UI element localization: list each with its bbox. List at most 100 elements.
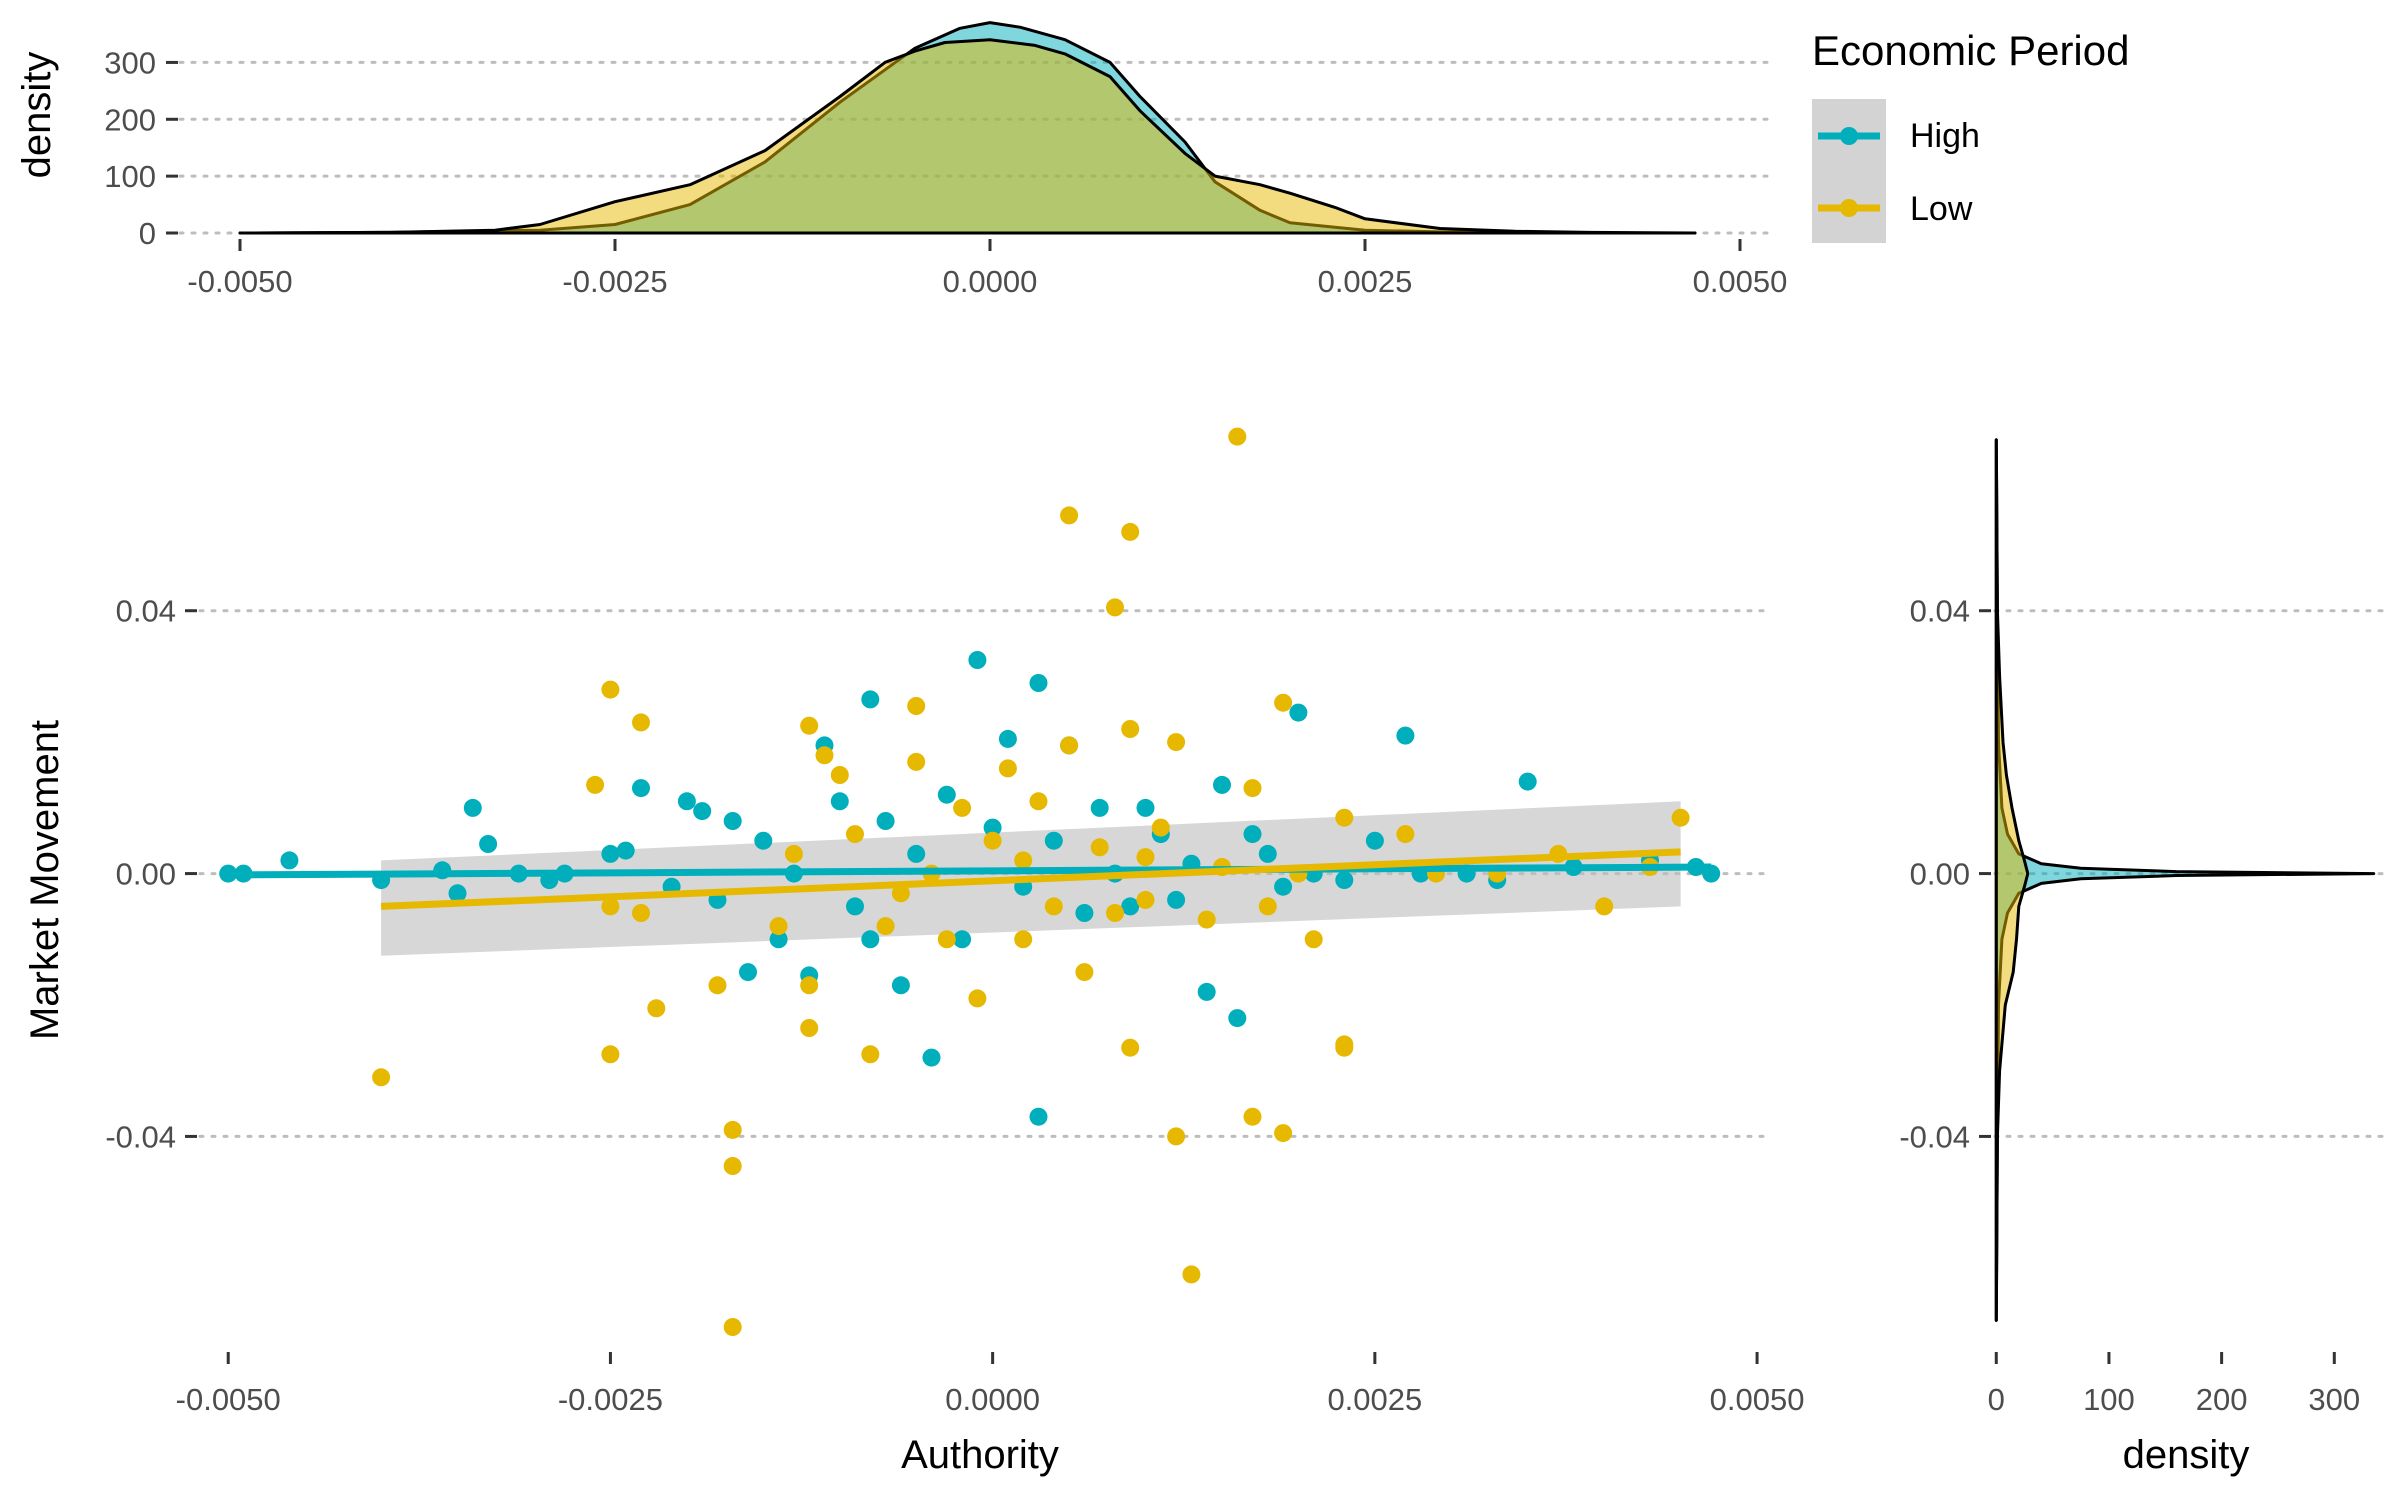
legend-key-dot-high [1840,127,1858,145]
scatter-point-low [1595,897,1614,916]
legend-label-low: Low [1910,190,1973,228]
top-y-tick-label: 0 [139,216,156,251]
scatter-point-low [708,976,727,995]
scatter-point-low [632,713,650,732]
scatter-point-high [891,976,910,995]
scatter-point-low [953,798,972,817]
scatter-point-low [1136,848,1155,867]
right-density-low [1994,438,2030,1322]
scatter-point-low [800,716,819,735]
scatter-point-high [1228,1009,1247,1028]
main-x-tick-label: 0.0000 [945,1382,1040,1417]
right-y-tick-label: -0.04 [1899,1119,1970,1154]
top-x-tick-label: 0.0050 [1693,264,1788,299]
right-x-tick-label: 100 [2083,1382,2135,1417]
scatter-point-low [800,1019,819,1037]
scatter-point-high [632,779,650,798]
scatter-point-low [1258,897,1277,916]
scatter-point-low [1228,427,1247,446]
scatter-point-high [1044,831,1063,850]
main-x-tick-label: 0.0050 [1710,1382,1805,1417]
scatter-point-low [784,844,803,863]
scatter-point-high [861,690,880,709]
scatter-point-high [693,802,712,821]
scatter-point-low [1106,904,1124,922]
legend-label-high: High [1910,117,1980,155]
scatter-point-low [1090,838,1109,857]
right-y-tick-label: 0.04 [1910,594,1970,629]
scatter-point-low [1075,963,1094,982]
scatter-point-high [1258,844,1277,863]
scatter-point-low [1167,733,1186,752]
scatter-point-low [1014,930,1033,949]
scatter-point-high [1075,904,1094,922]
scatter-point-high [1213,775,1231,794]
scatter-point-low [632,904,650,922]
scatter-point-high [601,844,620,863]
scatter-point-low [372,1068,391,1087]
main-y-tick-label: 0.04 [116,594,176,629]
scatter-point-high [739,963,757,982]
scatter-point-high [479,835,498,853]
scatter-point-high [677,792,696,811]
scatter-point-low [1044,897,1063,916]
scatter-point-low [1274,1124,1293,1143]
scatter-point-high [907,844,926,863]
scatter-point-low [1151,818,1170,837]
right-density-high [1994,438,2376,1322]
scatter-point-low [1335,808,1354,827]
x-axis-title: Authority [901,1433,1059,1477]
legend [1812,99,1886,243]
scatter-point-low [1060,736,1079,755]
scatter-point-low [983,831,1002,850]
top-density-panel: 0 100 200 300 -0.0050 -0.0025 0.0000 0.0025 0.00… [104,21,1788,299]
scatter-point-high [922,1048,941,1067]
trend-line-low [380,848,1681,910]
scatter-point-high [983,818,1002,837]
scatter-point-high [1136,798,1155,817]
scatter-point-high [998,729,1017,748]
top-y-tick-label: 200 [104,102,156,137]
scatter-point-high [723,812,742,830]
scatter-point-low [647,999,666,1018]
right-x-tick-label: 0 [1988,1382,2005,1417]
y-axis-title: Market Movement [23,720,67,1040]
scatter-point-low [601,897,620,916]
scatter-point-high [1197,982,1216,1001]
top-x-tick-label: 0.0025 [1318,264,1413,299]
scatter-point-high [876,812,895,830]
scatter-point-low [1671,808,1690,827]
top-y-axis-title: density [15,52,59,179]
scatter-point-low [1121,1038,1140,1057]
scatter-point-low [968,989,987,1008]
trend-line-high [228,863,1712,879]
scatter-point-low [1029,792,1048,811]
scatter-point-low [907,752,926,771]
scatter-point-high [1121,897,1140,916]
scatter-point-low [1243,779,1262,798]
scatter-point-low [998,759,1017,778]
top-x-tick-label: 0.0000 [943,264,1038,299]
scatter-point-low [1106,598,1124,617]
scatter-point-low [1121,522,1140,541]
scatter-point-high [937,785,956,804]
scatter-point-low [1060,506,1079,525]
scatter-point-low [937,930,956,949]
scatter-point-low [815,746,834,765]
scatter-point-high [861,930,880,949]
scatter-point-low [1396,825,1415,844]
scatter-point-high [968,651,987,669]
scatter-point-low [723,1157,742,1175]
scatter-point-low [876,917,895,936]
scatter-point-high [1396,726,1415,745]
scatter-point-high [1029,674,1048,692]
scatter-point-low [1182,1265,1201,1284]
scatter-point-low [1136,890,1155,909]
scatter-point-low [601,680,620,699]
scatter-point-high [1090,798,1109,817]
scatter-point-high [1029,1107,1048,1126]
top-y-tick-label: 100 [104,159,156,194]
scatter-point-low [1335,1038,1354,1057]
scatter-point-low [830,766,849,784]
